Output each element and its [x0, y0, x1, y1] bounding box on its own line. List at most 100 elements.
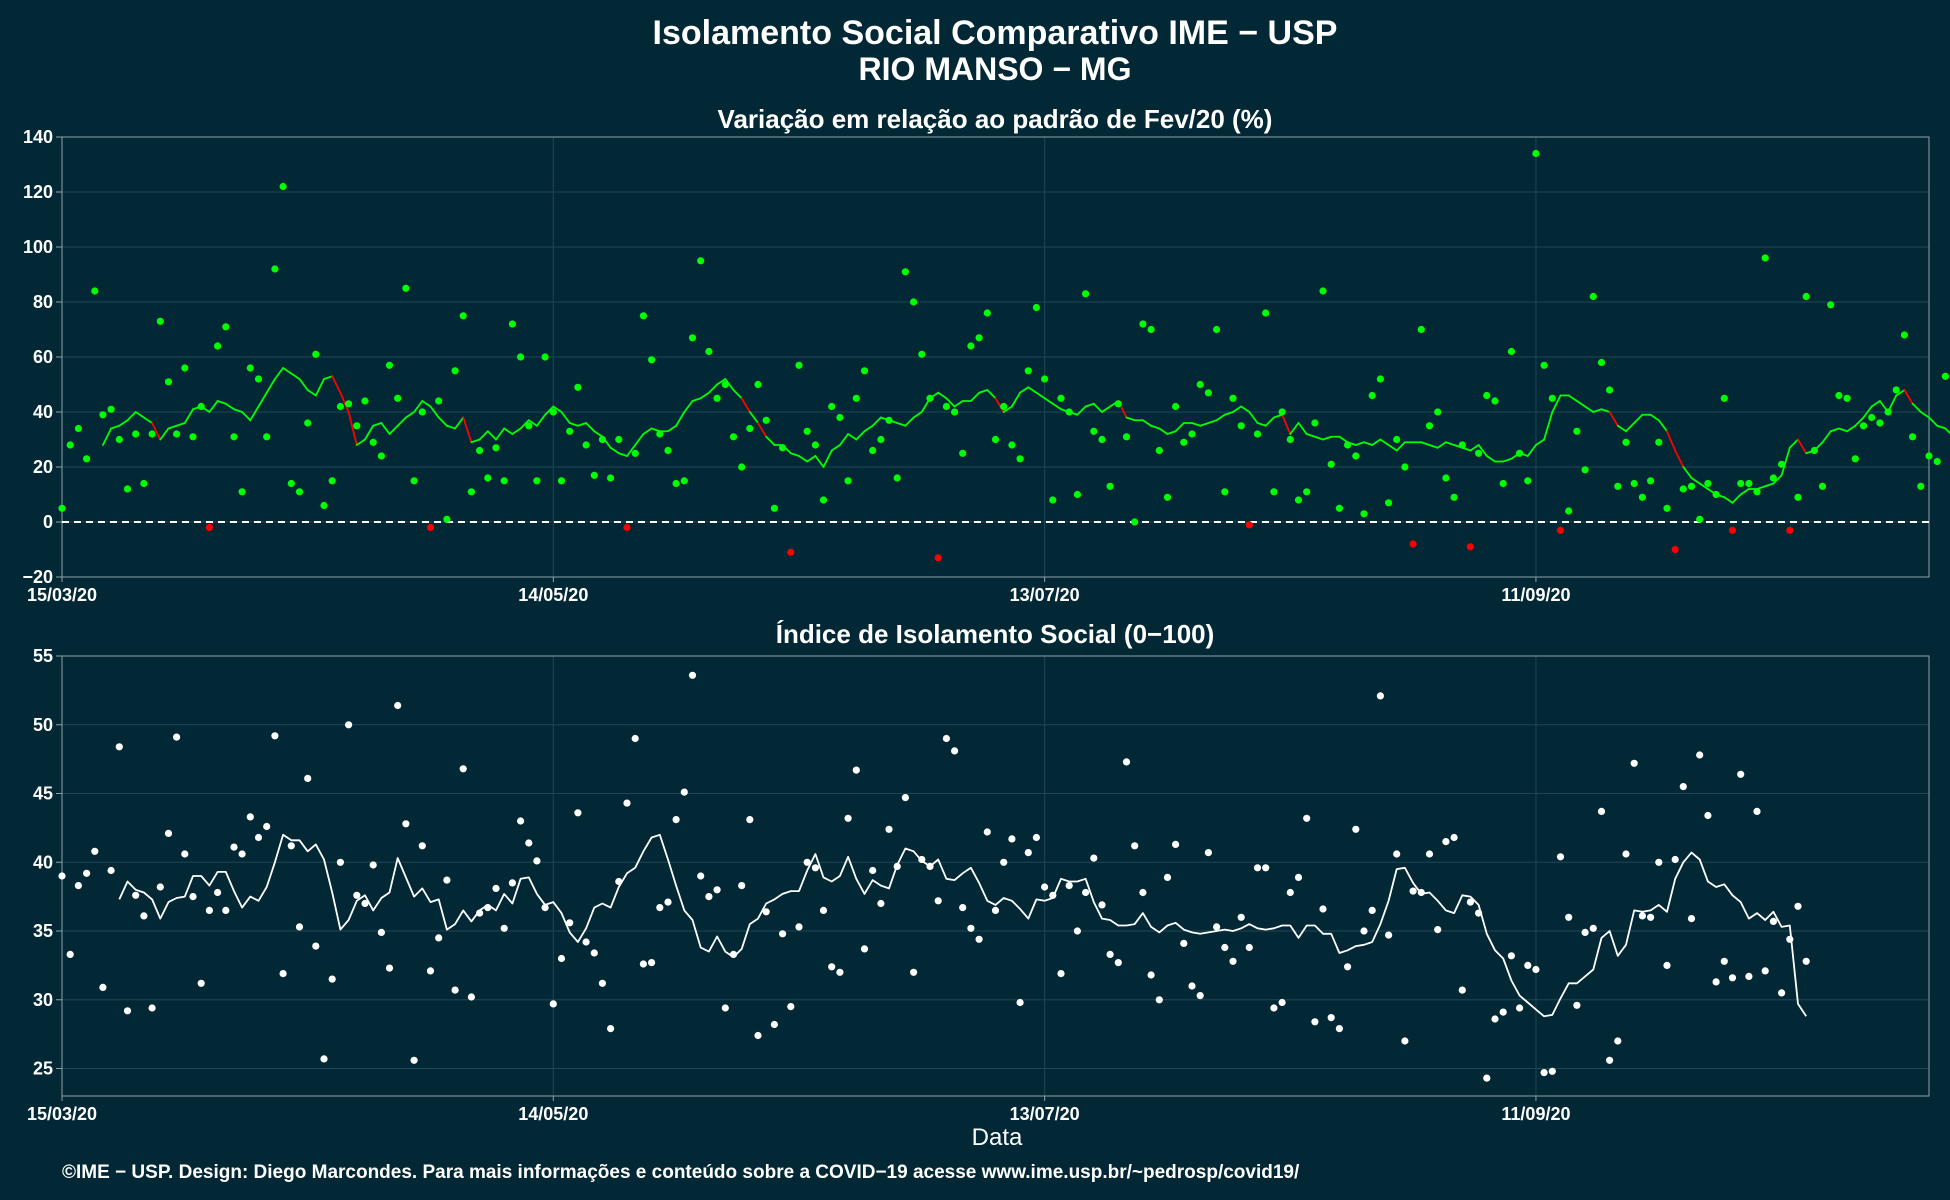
data-point [1622, 850, 1630, 858]
y-tick-label: 0 [43, 512, 53, 532]
data-point [754, 1031, 762, 1040]
data-point [123, 485, 132, 493]
data-point [1687, 915, 1696, 923]
moving-average-segment [1862, 405, 1873, 419]
data-point [1720, 394, 1728, 402]
moving-average-segment [1608, 411, 1619, 427]
moving-average-segment [1846, 424, 1857, 433]
y-tick-label: 120 [23, 182, 53, 202]
data-point [1270, 1004, 1278, 1012]
data-point [1565, 507, 1573, 515]
data-point [222, 906, 230, 915]
data-point [83, 455, 91, 463]
data-point [1385, 931, 1393, 939]
data-point [164, 829, 173, 838]
data-point [541, 353, 549, 361]
data-point [1745, 972, 1753, 981]
data-point [181, 850, 189, 858]
data-point [648, 356, 656, 364]
data-point [582, 441, 590, 449]
moving-average-segment [748, 411, 759, 424]
data-point [959, 904, 967, 912]
moving-average-segment [1387, 444, 1398, 452]
data-point [1524, 477, 1532, 485]
data-point [770, 1020, 779, 1029]
data-point [910, 968, 918, 976]
moving-average-segment [314, 378, 325, 397]
data-point [1573, 427, 1581, 435]
data-point [1090, 427, 1098, 435]
data-point [1827, 301, 1835, 309]
data-point [1122, 433, 1131, 441]
data-point [1737, 770, 1745, 778]
moving-average-segment [1764, 482, 1775, 488]
moving-average-segment [1125, 416, 1136, 422]
moving-average-segment [1338, 435, 1349, 444]
data-point [1204, 849, 1212, 857]
data-point [721, 1004, 729, 1012]
data-point [1499, 1008, 1507, 1016]
data-point [279, 182, 287, 191]
data-point [639, 960, 648, 968]
moving-average-segment [208, 400, 219, 413]
data-point [672, 816, 680, 824]
data-point [1581, 928, 1589, 937]
data-point [508, 320, 516, 328]
x-tick-label: 15/03/20 [27, 585, 97, 605]
data-point [844, 814, 852, 822]
y-tick-label: 40 [33, 402, 53, 422]
data-point [746, 816, 754, 824]
data-point [476, 909, 484, 917]
moving-average-segment [1592, 408, 1603, 413]
moving-average-segment [470, 438, 481, 444]
moving-average-segment [912, 411, 923, 419]
moving-average-segment [740, 397, 751, 413]
moving-average-segment [675, 411, 686, 427]
moving-average-segment [1584, 405, 1595, 413]
data-point [607, 1025, 615, 1033]
data-point [844, 477, 852, 485]
data-point [525, 839, 533, 847]
moving-average-segment [1281, 413, 1292, 435]
data-point [254, 833, 263, 842]
data-point [1712, 490, 1720, 499]
data-point [598, 435, 607, 444]
data-point [762, 908, 770, 916]
moving-average-segment [1363, 441, 1374, 446]
moving-average-segment [306, 389, 317, 397]
data-point [590, 471, 598, 479]
x-tick-label: 11/09/20 [1501, 585, 1570, 605]
data-point [66, 950, 74, 959]
moving-average-segment [511, 427, 522, 435]
moving-average-segment [1477, 444, 1488, 457]
moving-average-segment [1854, 416, 1865, 427]
moving-average-segment [1838, 427, 1849, 433]
data-point [451, 986, 459, 994]
data-point [1802, 957, 1810, 965]
data-point [1516, 449, 1524, 457]
moving-average-segment [1395, 441, 1406, 452]
data-point [238, 488, 246, 496]
data-point [500, 924, 508, 932]
data-point [287, 479, 295, 488]
data-point [779, 444, 787, 452]
data-point [762, 416, 770, 424]
data-point [1671, 855, 1679, 864]
data-point [361, 899, 369, 908]
data-point [1704, 479, 1712, 488]
moving-average-segment [1535, 438, 1546, 446]
data-point [1507, 347, 1515, 356]
data-point [1810, 446, 1818, 455]
data-point [1450, 833, 1458, 842]
data-point [246, 364, 254, 372]
moving-average-segment [1150, 424, 1161, 430]
data-point [1737, 479, 1745, 488]
data-point [828, 402, 836, 411]
data-point [1475, 909, 1483, 917]
top-panel-title: Variação em relação ao padrão de Fev/20 … [718, 104, 1273, 134]
data-point [811, 441, 820, 449]
data-point [91, 287, 99, 295]
data-point [1196, 992, 1204, 1000]
data-point [66, 441, 74, 449]
data-point [623, 799, 631, 807]
